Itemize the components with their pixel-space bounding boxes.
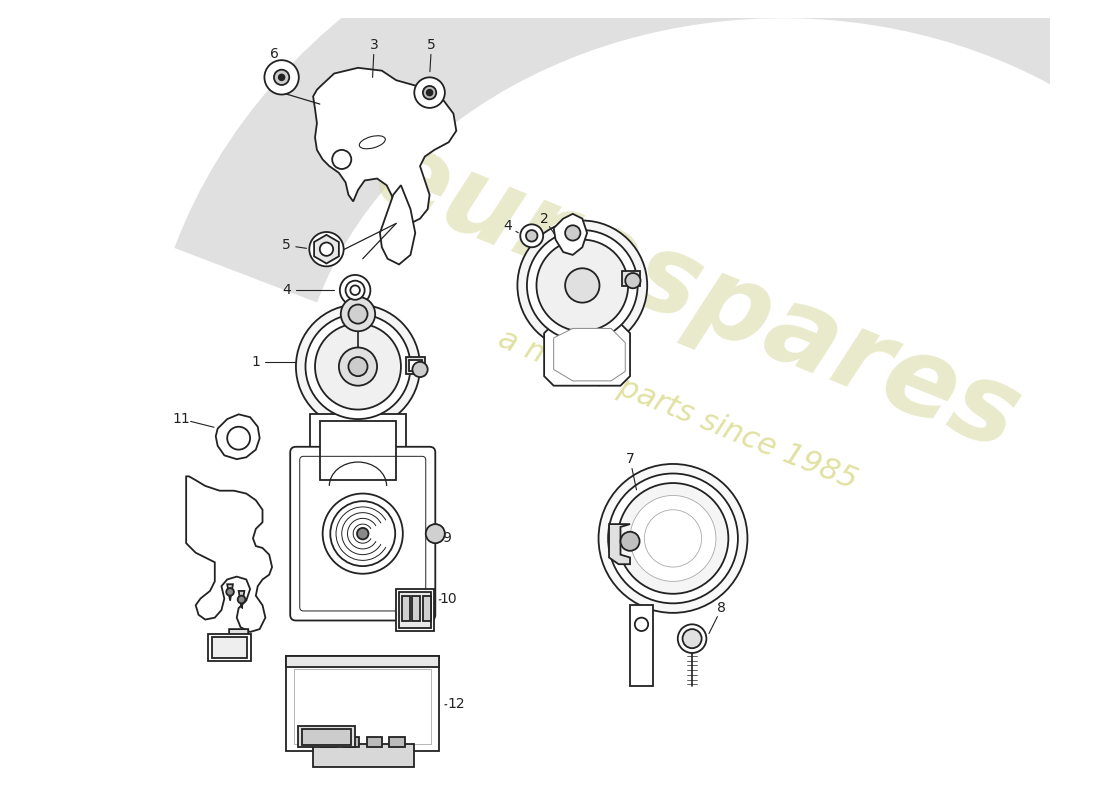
Circle shape (620, 532, 639, 551)
Circle shape (630, 495, 716, 582)
Circle shape (412, 362, 428, 377)
Circle shape (520, 224, 543, 247)
Circle shape (349, 357, 367, 376)
Circle shape (341, 297, 375, 331)
Bar (320, 421, 396, 480)
Bar (298, 726, 355, 747)
Polygon shape (609, 524, 630, 564)
Circle shape (517, 221, 647, 350)
Bar (208, 634, 251, 661)
Text: 8: 8 (717, 601, 726, 615)
Bar (412, 596, 420, 621)
Text: 12: 12 (448, 697, 465, 710)
Polygon shape (228, 584, 233, 601)
Circle shape (315, 324, 400, 410)
Bar (314, 744, 415, 766)
Circle shape (526, 230, 538, 242)
Text: 4: 4 (504, 219, 513, 234)
Circle shape (427, 90, 432, 95)
Bar (399, 592, 431, 628)
Circle shape (349, 305, 367, 324)
Circle shape (682, 629, 702, 648)
Bar (396, 589, 435, 631)
Polygon shape (239, 591, 244, 608)
Circle shape (330, 501, 395, 566)
Bar (366, 737, 382, 746)
Polygon shape (553, 214, 587, 255)
Bar (286, 656, 439, 667)
Polygon shape (553, 329, 625, 381)
Circle shape (322, 494, 403, 574)
Circle shape (635, 618, 648, 631)
Bar (343, 737, 359, 746)
Circle shape (274, 70, 289, 85)
Bar (294, 669, 431, 744)
Bar (402, 596, 409, 621)
Polygon shape (186, 476, 272, 632)
Bar (630, 606, 653, 686)
Polygon shape (544, 324, 630, 386)
Text: 10: 10 (440, 591, 458, 606)
Text: 7: 7 (626, 452, 635, 466)
Text: 5: 5 (427, 38, 436, 52)
Circle shape (278, 74, 285, 80)
Text: 5: 5 (282, 238, 290, 252)
Bar (301, 730, 351, 745)
FancyBboxPatch shape (290, 446, 436, 621)
Text: 9: 9 (442, 531, 451, 546)
Circle shape (598, 464, 748, 613)
Circle shape (227, 588, 234, 596)
Circle shape (527, 230, 638, 341)
Circle shape (332, 150, 351, 169)
Circle shape (617, 483, 728, 594)
Polygon shape (379, 186, 416, 265)
Circle shape (296, 305, 420, 429)
Circle shape (358, 528, 368, 539)
Text: 6: 6 (271, 47, 279, 62)
Text: 4: 4 (282, 283, 290, 298)
Circle shape (264, 60, 299, 94)
Bar (408, 360, 422, 371)
Text: eurospares: eurospares (360, 118, 1034, 473)
Circle shape (608, 474, 738, 603)
Circle shape (678, 624, 706, 653)
Circle shape (645, 510, 702, 567)
Bar (623, 271, 639, 286)
Circle shape (422, 86, 437, 99)
Bar (389, 737, 405, 746)
Circle shape (537, 240, 628, 331)
Text: 2: 2 (540, 212, 549, 226)
Text: a motor parts since 1985: a motor parts since 1985 (494, 324, 861, 495)
Circle shape (309, 232, 343, 266)
Text: 1: 1 (252, 355, 261, 369)
Bar (321, 737, 336, 746)
Circle shape (350, 286, 360, 295)
Text: 3: 3 (370, 38, 378, 52)
Polygon shape (229, 629, 249, 660)
Bar (212, 637, 248, 658)
Circle shape (306, 314, 410, 419)
Polygon shape (216, 414, 260, 459)
Bar (310, 414, 406, 486)
Polygon shape (314, 68, 456, 223)
Circle shape (339, 347, 377, 386)
Circle shape (625, 273, 640, 288)
Circle shape (426, 524, 444, 543)
Circle shape (415, 78, 444, 108)
Circle shape (565, 268, 600, 302)
Bar (286, 656, 439, 751)
Circle shape (228, 426, 250, 450)
Circle shape (320, 242, 333, 256)
Text: 11: 11 (173, 412, 190, 426)
Circle shape (345, 281, 365, 300)
Bar (422, 596, 430, 621)
Bar (406, 357, 425, 374)
Circle shape (238, 596, 245, 603)
Polygon shape (315, 235, 339, 263)
Circle shape (565, 226, 581, 241)
Circle shape (340, 275, 371, 306)
